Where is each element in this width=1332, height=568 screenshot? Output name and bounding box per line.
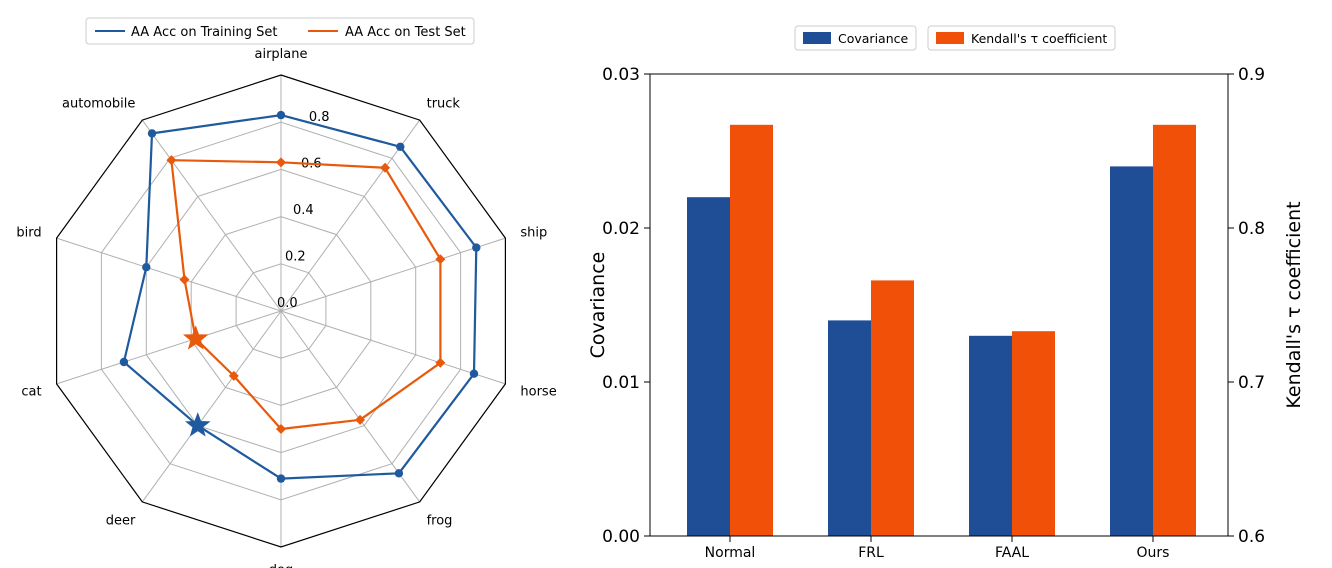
x-axis-ticks: Normal FRL FAAL Ours <box>705 536 1170 561</box>
radar-spoke <box>280 237 506 312</box>
radar-legend-box <box>85 17 475 45</box>
radar-series <box>119 110 481 483</box>
x-tick-label: Ours <box>1137 545 1170 561</box>
radar-spoke <box>280 310 506 385</box>
radar-point <box>435 254 446 265</box>
bar-bars <box>687 124 1196 537</box>
radar-category-label: dog <box>269 563 293 568</box>
radar-point <box>380 162 391 173</box>
legend-swatch-kendall <box>936 32 964 44</box>
radar-point <box>394 469 404 478</box>
radar-point <box>276 424 286 434</box>
legend-label-training: AA Acc on Training Set <box>131 25 277 40</box>
radar-point <box>276 474 286 483</box>
left-tick-label: 0.00 <box>602 527 640 547</box>
left-tick-label: 0.01 <box>602 373 640 393</box>
radar-tick-label: 0.0 <box>277 296 298 311</box>
radar-category-label: horse <box>520 385 556 400</box>
x-tick-label: FAAL <box>995 545 1029 561</box>
radar-legend: AA Acc on Training Set AA Acc on Test Se… <box>85 17 475 45</box>
radar-point <box>276 157 286 168</box>
bar-kendall <box>1153 124 1196 537</box>
radar-category-label: ship <box>520 225 547 240</box>
radar-star-marker <box>182 325 209 350</box>
radar-category-label: deer <box>106 514 136 529</box>
radar-point <box>435 357 446 368</box>
bar-covariance <box>1110 166 1153 536</box>
bar-kendall <box>871 280 914 536</box>
radar-outer-frame <box>55 74 506 548</box>
radar-category-label: airplane <box>255 47 308 62</box>
legend-label-kendall: Kendall's τ coefficient <box>971 31 1107 46</box>
bar-covariance <box>687 197 730 536</box>
x-tick-label: Normal <box>705 545 756 561</box>
bar-covariance <box>969 335 1012 536</box>
radar-spoke <box>56 310 282 385</box>
legend-label-test: AA Acc on Test Set <box>345 25 466 40</box>
radar-point <box>472 243 481 252</box>
radar-tick-label: 0.8 <box>309 110 330 125</box>
radar-point <box>179 274 190 285</box>
radar-spoke <box>280 119 421 312</box>
right-tick-label: 0.6 <box>1238 527 1265 547</box>
right-tick-label: 0.9 <box>1238 65 1265 85</box>
right-tick-label: 0.7 <box>1238 373 1265 393</box>
bar-chart: Covariance Kendall's τ coefficient 0.000… <box>587 25 1305 561</box>
left-tick-label: 0.03 <box>602 65 640 85</box>
y-axis-label: Covariance <box>587 252 609 359</box>
radar-point <box>396 142 405 151</box>
radar-tick-label: 0.4 <box>293 203 314 218</box>
radar-chart: 0.00.20.40.60.8 airplanetruckshiphorsefr… <box>16 17 557 568</box>
radar-grid <box>55 74 506 548</box>
radar-spoke <box>56 237 282 312</box>
radar-point <box>228 370 239 381</box>
radar-point <box>142 263 151 272</box>
radar-point <box>469 369 479 378</box>
plot-frame <box>649 73 1229 537</box>
radar-point <box>166 155 177 166</box>
left-axis-ticks: 0.00 0.01 0.02 0.03 <box>602 65 650 547</box>
y2-axis-label: Kendall's τ coefficient <box>1283 201 1305 408</box>
radar-spoke <box>141 119 282 312</box>
radar-category-label: bird <box>16 225 41 240</box>
radar-category-label: truck <box>427 96 461 111</box>
radar-point <box>276 110 286 120</box>
radar-series-line <box>170 159 442 431</box>
radar-star-marker <box>185 412 211 437</box>
radar-point <box>119 357 129 367</box>
radar-tick-label: 0.2 <box>285 250 306 265</box>
x-tick-label: FRL <box>858 545 884 561</box>
radar-point <box>355 414 366 425</box>
bar-covariance <box>828 320 871 536</box>
right-tick-label: 0.8 <box>1238 219 1265 239</box>
bar-legend: Covariance Kendall's τ coefficient <box>794 25 1116 51</box>
legend-swatch-covariance <box>803 32 831 44</box>
left-tick-label: 0.02 <box>602 219 640 239</box>
bar-legend-box-kendall <box>927 25 1116 51</box>
bar-kendall <box>730 124 773 537</box>
legend-label-covariance: Covariance <box>838 31 909 46</box>
right-axis-ticks: 0.6 0.7 0.8 0.9 <box>1228 65 1265 547</box>
radar-category-label: cat <box>21 385 41 400</box>
bar-kendall <box>1012 331 1055 536</box>
radar-category-label: frog <box>427 514 453 529</box>
radar-category-label: automobile <box>62 96 135 111</box>
radar-point <box>147 129 157 138</box>
radar-spoke <box>141 310 282 503</box>
radar-category-labels: airplane truck ship horse frog dog deer cat bird… <box>16 47 556 568</box>
